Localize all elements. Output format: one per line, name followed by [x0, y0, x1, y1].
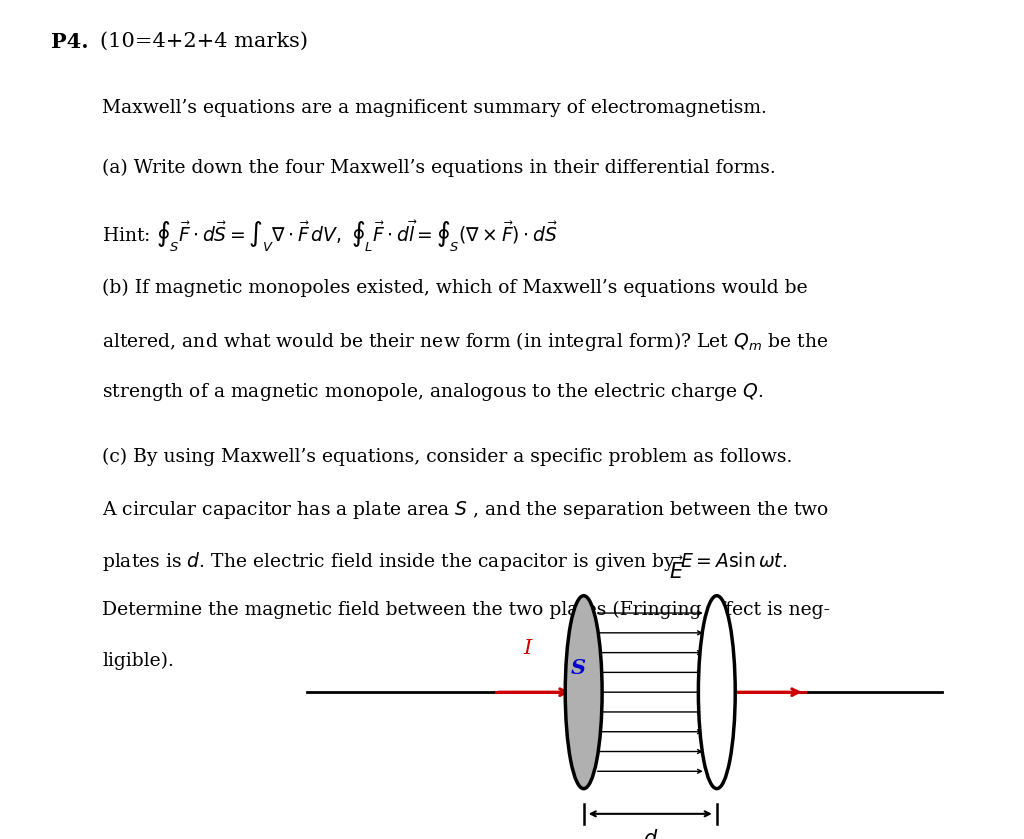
Ellipse shape — [698, 596, 735, 789]
Text: altered, and what would be their new form (in integral form)? Let $Q_m$ be the: altered, and what would be their new for… — [102, 330, 828, 352]
Text: Determine the magnetic field between the two plates (Fringing effect is neg-: Determine the magnetic field between the… — [102, 601, 830, 619]
Text: Hint: $\oint_S \vec{F} \cdot d\vec{S} = \int_V \nabla \cdot \vec{F}\,dV,\ \oint_: Hint: $\oint_S \vec{F} \cdot d\vec{S} = … — [102, 219, 558, 254]
Text: (a) Write down the four Maxwell’s equations in their differential forms.: (a) Write down the four Maxwell’s equati… — [102, 159, 776, 177]
Text: (c) By using Maxwell’s equations, consider a specific problem as follows.: (c) By using Maxwell’s equations, consid… — [102, 448, 793, 466]
Text: I: I — [523, 639, 531, 659]
Text: S: S — [571, 658, 586, 678]
Text: strength of a magnetic monopole, analogous to the electric charge $Q$.: strength of a magnetic monopole, analogo… — [102, 381, 764, 403]
Text: ligible).: ligible). — [102, 652, 174, 670]
Ellipse shape — [565, 596, 602, 789]
Text: (10=4+2+4 marks): (10=4+2+4 marks) — [100, 32, 308, 51]
Text: plates is $d$. The electric field inside the capacitor is given by $E = A\sin\om: plates is $d$. The electric field inside… — [102, 550, 787, 573]
Text: A circular capacitor has a plate area $S$ , and the separation between the two: A circular capacitor has a plate area $S… — [102, 498, 829, 521]
Text: $d$: $d$ — [643, 829, 657, 839]
Text: Maxwell’s equations are a magnificent summary of electromagnetism.: Maxwell’s equations are a magnificent su… — [102, 99, 767, 117]
Text: P4.: P4. — [51, 32, 89, 52]
Text: (b) If magnetic monopoles existed, which of Maxwell’s equations would be: (b) If magnetic monopoles existed, which… — [102, 279, 808, 297]
Text: $\vec{E}$: $\vec{E}$ — [670, 556, 684, 583]
